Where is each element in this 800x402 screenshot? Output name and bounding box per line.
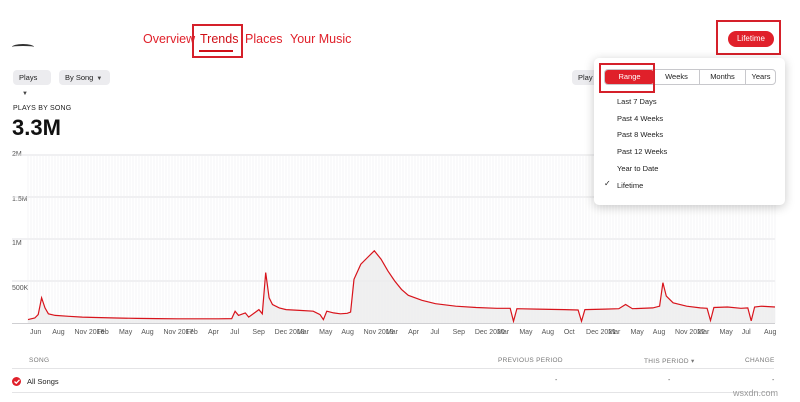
grouping-dropdown[interactable]: By Song ▼ [59,70,110,85]
x-tick-label: Oct [564,329,575,336]
x-tick-label: Nov 2019 [364,329,394,336]
x-tick-label: Dec 2020 [475,329,505,336]
x-tick-label: Aug [653,329,666,336]
x-tick-label: Aug [341,329,354,336]
option-year-to-date[interactable]: Year to Date [617,164,659,173]
segment-years[interactable]: Years [751,72,771,81]
tab-overview[interactable]: Overview [143,32,196,46]
x-tick-label: Nov 2016 [74,329,104,336]
x-tick-label: Feb [97,329,109,336]
tab-places[interactable]: Places [245,32,283,46]
x-tick-label: Aug [542,329,555,336]
x-tick-label: May [519,329,533,336]
x-tick-label: Jul [742,329,751,336]
x-tick-label: Mar [497,329,510,336]
x-tick-label: May [720,329,734,336]
metric-dropdown-label: Plays [19,73,38,82]
table-row-divider [12,392,774,393]
segment-range[interactable]: Range [605,70,654,84]
x-tick-label: Mar [297,329,310,336]
segment-divider [745,70,746,84]
option-last-7-days[interactable]: Last 7 Days [617,97,657,106]
chevron-down-icon: ▼ [96,76,103,82]
x-tick-label: Apr [208,329,220,336]
tab-trends[interactable]: Trends [200,32,239,46]
option-past-8-weeks[interactable]: Past 8 Weeks [617,130,664,139]
y-tick-label: 500K [12,285,29,292]
column-header-song: SONG [29,357,50,364]
metric-dropdown[interactable]: Plays ▼ [13,70,51,97]
x-tick-label: Sep [453,329,466,336]
total-plays-value: 3.3M [12,115,61,140]
x-tick-label: Nov 2022 [675,329,705,336]
column-header-change: CHANGE [745,357,775,364]
x-tick-label: Jul [430,329,439,336]
x-tick-label: Mar [608,329,621,336]
column-header-previous-period[interactable]: PREVIOUS PERIOD [498,357,563,364]
x-tick-label: Dec 2021 [586,329,616,336]
plays-area-fill [28,250,775,323]
y-tick-label: 1M [12,240,22,247]
x-tick-label: Feb [186,329,198,336]
column-header-this-period[interactable]: THIS PERIOD ▾ [644,357,695,365]
option-lifetime[interactable]: Lifetime [617,181,644,190]
active-tab-indicator [199,50,233,52]
plays-series-line [27,249,776,324]
checkbox-checked-icon[interactable] [12,377,21,386]
lifetime-range-button[interactable]: Lifetime [728,31,774,47]
x-tick-label: May [631,329,645,336]
previous-period-value: - [555,377,558,384]
tab-your-music[interactable]: Your Music [290,32,352,46]
x-tick-label: Aug [141,329,154,336]
range-segmented-control: Range Weeks Months Years [604,69,776,85]
x-tick-label: May [119,329,133,336]
x-tick-label: Jul [230,329,239,336]
checkmark-icon: ✓ [604,179,611,188]
change-value: - [772,377,775,384]
option-past-4-weeks[interactable]: Past 4 Weeks [617,114,664,123]
plays-filter-partial-label: Play [578,73,593,82]
column-header-this-period-label: THIS PERIOD [644,358,689,365]
plays-filter-partial[interactable]: Play [572,70,598,85]
x-tick-label: Mar [386,329,399,336]
x-tick-label: Sep [252,329,265,336]
y-tick-label: 1.5M [12,196,28,203]
sort-desc-icon: ▾ [690,358,695,365]
highlight-box-trends [192,24,243,58]
app-logo-partial [12,44,34,50]
highlight-box-lifetime [716,20,781,55]
x-tick-label: Apr [408,329,420,336]
this-period-value: - [668,377,671,384]
date-range-dropdown: Range Weeks Months Years Last 7 Days Pas… [594,58,785,205]
x-tick-label: Jun [30,329,41,336]
plays-by-song-label: PLAYS BY SONG [13,105,72,112]
x-tick-label: Dec 2018 [275,329,305,336]
song-name: All Songs [27,377,59,386]
table-header-divider [12,368,774,369]
segment-divider [699,70,700,84]
highlight-box-range [599,63,655,93]
option-past-12-weeks[interactable]: Past 12 Weeks [617,147,668,156]
x-tick-label: May [319,329,333,336]
x-tick-label: Mar [697,329,710,336]
x-tick-label: Nov 2017 [163,329,193,336]
segment-weeks[interactable]: Weeks [665,72,688,81]
segment-months[interactable]: Months [710,72,735,81]
grouping-dropdown-label: By Song [65,73,94,82]
chevron-down-icon: ▼ [22,91,28,97]
x-tick-label: Aug [764,329,777,336]
watermark: wsxdn.com [732,388,778,398]
x-tick-label: Aug [52,329,65,336]
